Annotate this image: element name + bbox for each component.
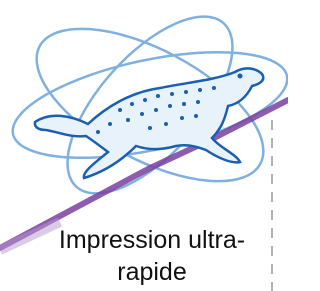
fast-print-icon: Impression ultra- rapide [0, 0, 288, 291]
caption-line: Impression ultra- [59, 226, 245, 254]
caption-line: rapide [117, 258, 187, 286]
